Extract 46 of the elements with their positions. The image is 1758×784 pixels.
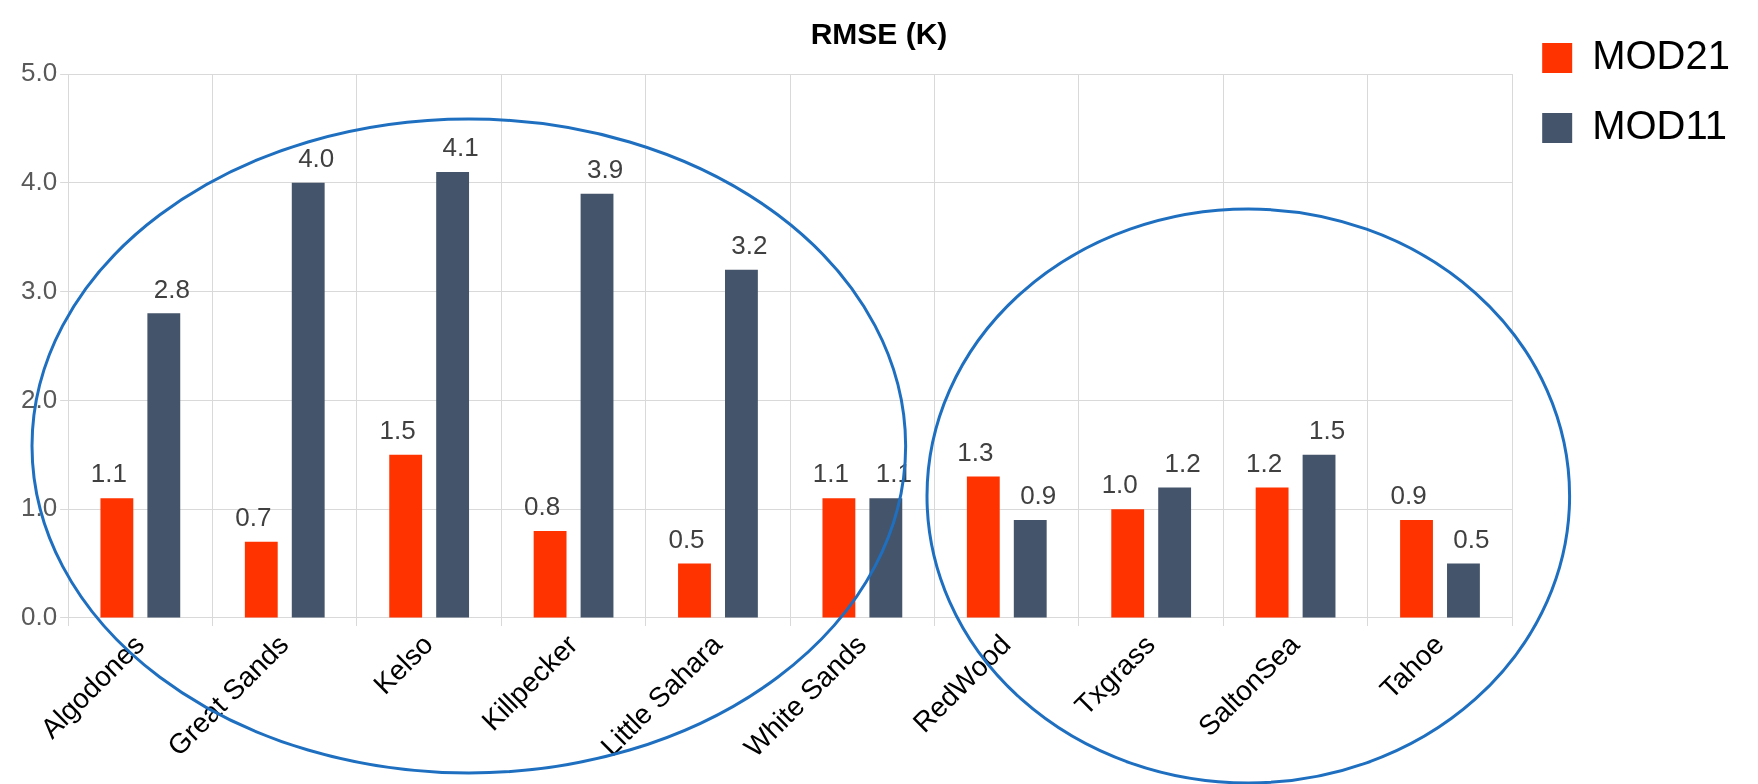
- data-label: 0.9: [1020, 480, 1057, 511]
- data-label: 3.9: [586, 153, 624, 184]
- data-label: 1.1: [812, 458, 849, 489]
- data-label: 4.1: [442, 132, 479, 163]
- bar: [1447, 563, 1480, 618]
- bar: [389, 454, 423, 618]
- bar: [1158, 487, 1192, 618]
- legend-label: MOD11: [1592, 103, 1728, 148]
- bar: [869, 498, 903, 618]
- data-label: 1.2: [1164, 447, 1201, 478]
- chart-title: RMSE (K): [810, 17, 948, 51]
- data-label: 2.8: [153, 273, 190, 304]
- bar: [244, 541, 278, 618]
- data-label: 0.5: [668, 523, 705, 554]
- y-tick-label: 5.0: [20, 57, 58, 88]
- bar: [1302, 454, 1336, 618]
- data-label: 1.0: [1101, 469, 1138, 500]
- y-tick-label: 4.0: [20, 165, 58, 196]
- y-tick-label: 0.0: [20, 601, 58, 632]
- data-label: 0.7: [235, 502, 272, 533]
- bar: [1111, 509, 1145, 618]
- bar: [725, 269, 758, 618]
- data-label: 1.5: [379, 414, 416, 445]
- data-label: 1.3: [957, 436, 994, 467]
- data-label: 4.0: [298, 142, 335, 173]
- y-tick-label: 3.0: [20, 274, 58, 305]
- bar: [966, 476, 1000, 618]
- bar: [580, 193, 614, 618]
- data-label: 1.1: [90, 458, 127, 489]
- data-label: 0.8: [524, 491, 561, 522]
- data-label: 3.2: [731, 230, 768, 261]
- data-label: 0.9: [1390, 480, 1427, 511]
- legend-label: MOD21: [1592, 33, 1730, 78]
- bar: [533, 530, 567, 618]
- bar: [436, 171, 470, 618]
- data-label: 1.5: [1308, 414, 1346, 445]
- bar: [291, 182, 325, 618]
- bar: [147, 313, 181, 618]
- data-label: 1.2: [1246, 447, 1283, 478]
- bar: [1255, 487, 1289, 618]
- bar: [100, 498, 134, 618]
- bar: [1013, 520, 1047, 618]
- bar: [1400, 520, 1433, 618]
- bar: [822, 498, 856, 618]
- bar: [678, 563, 711, 618]
- data-label: 0.5: [1453, 523, 1490, 554]
